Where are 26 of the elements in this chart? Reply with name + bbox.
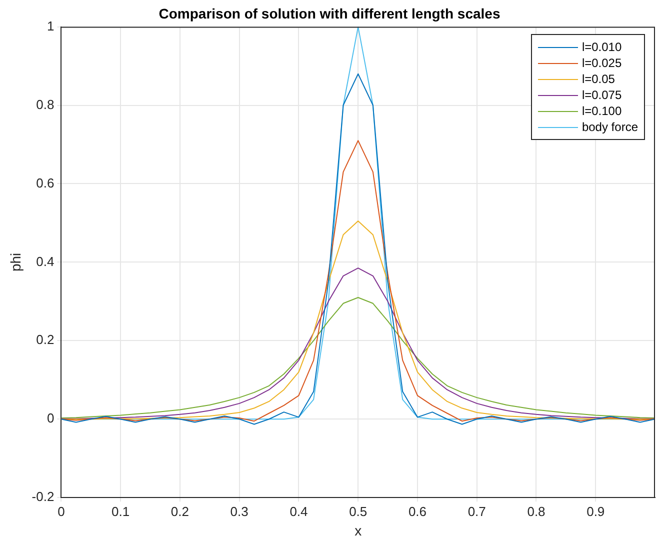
legend-label: l=0.010 [582,39,622,55]
x-axis-title: x [354,522,362,538]
x-tick-label: 0.9 [586,504,605,519]
y-tick-label: 1 [46,18,54,34]
x-tick-label: 0.3 [230,504,248,519]
x-tick-label: 0 [58,504,65,519]
y-tick-label: 0.6 [36,175,54,190]
y-tick-label: 0 [46,410,54,426]
legend-label: l=0.025 [582,55,622,71]
y-tick-label: -0.2 [32,489,54,504]
legend-label: l=0.05 [582,71,615,87]
x-tick-label: 0.5 [349,504,368,519]
legend-label: body force [582,119,638,135]
legend-label: l=0.075 [582,87,622,103]
y-tick-label: 0.4 [36,254,54,269]
x-tick-label: 0.7 [468,504,486,519]
x-tick-label: 0.4 [290,504,308,519]
chart-title: Comparison of solution with different length scales [158,5,500,22]
x-tick-label: 0.1 [112,504,130,519]
y-tick-label: 0.2 [36,332,54,348]
legend-label: l=0.100 [582,103,622,119]
y-tick-label: 0.8 [36,96,54,112]
x-tick-label: 0.8 [527,504,546,519]
y-axis-title: phi [7,252,24,272]
x-tick-label: 0.6 [408,504,427,519]
x-tick-label: 0.2 [170,504,189,519]
